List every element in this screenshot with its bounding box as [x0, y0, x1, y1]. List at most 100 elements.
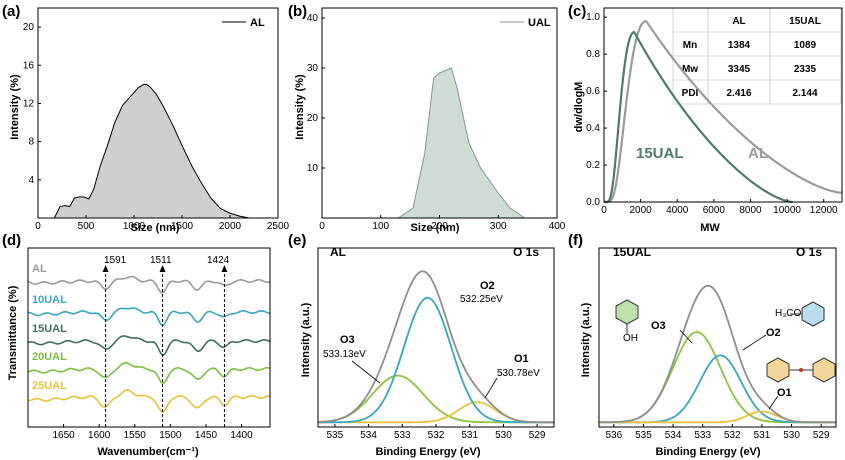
panel-label-c: (c) [568, 3, 586, 20]
f-sample-label: 15UAL [613, 245, 651, 259]
f-envelope-line [598, 284, 836, 424]
d-series-25ual-line [27, 389, 271, 413]
f-o3-label: O3 [651, 320, 666, 332]
d-series-15ual-line [27, 335, 271, 356]
f-o1-label: O1 [777, 387, 792, 399]
c-table-mn-al: 1384 [728, 40, 751, 51]
a-xtick-label-1500: 1500 [171, 221, 194, 232]
e-xtick-label-532: 532 [428, 430, 445, 441]
e-o3-pointer [351, 360, 381, 384]
c-plot-frame [603, 7, 843, 203]
c-ytick-label-0: 0.0 [586, 197, 600, 208]
c-series-15ual-line [604, 30, 793, 204]
b-xtick-label-100: 100 [372, 221, 389, 232]
panel-label-d: (d) [2, 232, 21, 249]
f-xtick-label-536: 536 [605, 430, 622, 441]
e-o2-energy: 532.25eV [460, 294, 503, 305]
f-xtick-label-531: 531 [754, 430, 771, 441]
b-ytick-label-40: 40 [307, 13, 319, 24]
e-xtick-label-530: 530 [495, 430, 512, 441]
panel-label-a: (a) [2, 3, 20, 20]
c-ytick-label-0.8: 0.8 [586, 49, 600, 60]
c-xtick-label-8000: 8000 [739, 205, 762, 216]
a-xtick-label-0: 0 [35, 221, 41, 232]
f-diphenyl-ether-structure [766, 357, 836, 383]
d-annot-1511: 1511 [150, 255, 172, 266]
e-xtick-label-534: 534 [360, 430, 377, 441]
f-spectrum-label: O 1s [796, 245, 822, 259]
d-xtick-label-1550: 1550 [124, 430, 147, 441]
e-o1-energy: 530.78eV [497, 368, 540, 379]
c-ytick-label-1: 1.0 [586, 12, 600, 23]
e-xlabel: Binding Energy (eV) [375, 446, 480, 458]
e-o2-line [317, 296, 554, 424]
f-xtick-label-530: 530 [783, 430, 800, 441]
c-xtick-label-10000: 10000 [773, 205, 801, 216]
d-series-label-15ual: 15UAL [32, 323, 67, 335]
e-xtick-label-535: 535 [327, 430, 344, 441]
c-table-mw-15ual: 2335 [794, 64, 817, 75]
e-o3-line [317, 374, 554, 424]
c-table-header-15ual: 15UAL [789, 16, 821, 27]
b-size-distribution-area [396, 67, 527, 219]
e-o3-label: O3 [340, 334, 355, 346]
e-o3-energy: 533.13eV [323, 349, 366, 360]
c-ylabel: dw/dlogM [573, 82, 585, 133]
c-curve-label-15ual: 15UAL [636, 145, 684, 162]
c-xtick-label-6000: 6000 [703, 205, 726, 216]
d-annot-1591: 1591 [104, 255, 127, 266]
b-ytick-label-10: 10 [307, 163, 319, 174]
f-xtick-label-533: 533 [694, 430, 711, 441]
c-ytick-label-0.2: 0.2 [586, 160, 600, 171]
d-marker-1591-arrow [102, 265, 109, 272]
d-series-label-25ual: 25UAL [32, 380, 67, 392]
d-annot-1424: 1424 [207, 255, 230, 266]
a-ytick-label-12: 12 [23, 98, 35, 109]
e-o1-label: O1 [514, 353, 529, 365]
a-plot-frame [37, 7, 279, 219]
f-o3-pointer [679, 329, 693, 344]
d-xtick-label-1650: 1650 [52, 430, 75, 441]
f-phenol-oh-label: OH [623, 333, 638, 344]
f-o1-line [599, 410, 836, 424]
b-xlabel: Size (nm) [411, 222, 460, 234]
c-xtick-label-2000: 2000 [629, 205, 652, 216]
c-table-header-al: AL [732, 16, 745, 27]
f-anisole-structure [790, 301, 825, 327]
a-xtick-label-2000: 2000 [219, 221, 242, 232]
e-ylabel: Intensity (a.u.) [300, 302, 312, 377]
c-table-mw-al: 3345 [728, 64, 751, 75]
f-o3-line [598, 331, 836, 424]
a-size-distribution-area [53, 83, 250, 219]
a-legend-label: AL [250, 17, 265, 29]
f-ylabel: Intensity (a.u.) [580, 302, 592, 377]
f-xtick-label-534: 534 [665, 430, 682, 441]
b-legend-label: UAL [528, 17, 551, 29]
c-table-mn-15ual: 1089 [794, 40, 817, 51]
a-ytick-label-8: 8 [28, 137, 34, 148]
d-plot-frame [27, 247, 271, 428]
f-plot-frame [598, 247, 837, 428]
d-xtick-label-1500: 1500 [159, 430, 182, 441]
d-series-label-al: AL [32, 263, 47, 275]
c-xtick-label-4000: 4000 [666, 205, 689, 216]
c-table-pdi-al: 2.416 [726, 88, 751, 99]
panel-label-b: (b) [288, 3, 307, 20]
f-o1-pointer [768, 395, 779, 410]
a-xlabel: Size (nm) [131, 222, 180, 234]
b-ytick-label-30: 30 [307, 63, 319, 74]
d-marker-1511-arrow [159, 265, 166, 272]
d-xtick-label-1450: 1450 [195, 430, 218, 441]
e-spectrum-label: O 1s [513, 245, 539, 259]
c-xtick-label-0: 0 [601, 205, 607, 216]
b-xtick-label-300: 300 [490, 221, 507, 232]
e-envelope-line [317, 270, 555, 424]
b-ylabel: Intensity (%) [294, 74, 306, 140]
panel-label-e: (e) [288, 232, 306, 249]
c-table-pdi-15ual: 2.144 [792, 88, 817, 99]
c-xtick-label-12000: 12000 [810, 205, 838, 216]
e-o2-label: O2 [480, 280, 495, 292]
c-xlabel: MW [700, 222, 720, 234]
d-marker-1424-arrow [221, 265, 228, 272]
